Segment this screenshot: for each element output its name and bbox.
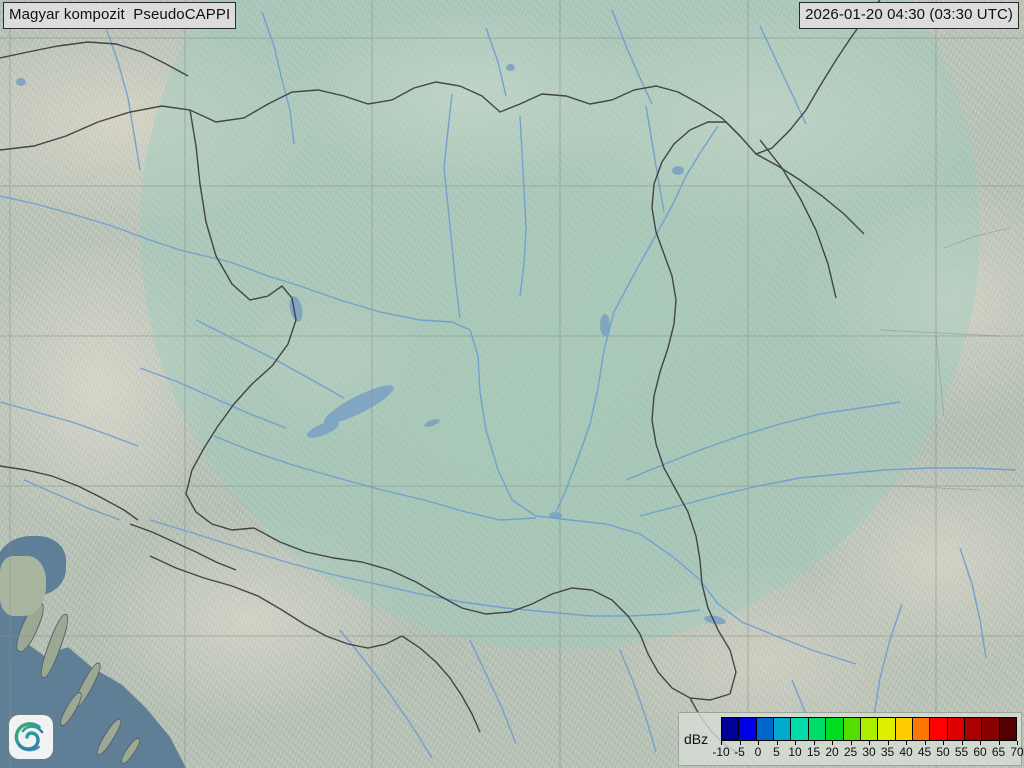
color-swatch--5 [739, 718, 757, 740]
legend-tick-label: 30 [862, 745, 876, 759]
legend-tick [776, 741, 778, 745]
legend-tick-label: 45 [917, 745, 932, 759]
legend-tick [943, 741, 944, 745]
legend-tick [998, 741, 1000, 745]
color-swatch--10 [722, 718, 740, 740]
color-swatch-20 [826, 718, 844, 740]
color-swatch-35 [878, 718, 896, 740]
lake-danube-bend [549, 512, 562, 519]
river-lines [0, 9, 1017, 759]
lake-northwest [16, 78, 26, 86]
spiral-icon [14, 722, 44, 752]
legend-tick-label: 50 [936, 745, 950, 759]
page-title: Magyar kompozit PseudoCAPPI [3, 2, 237, 29]
legend-tick-label: 55 [954, 745, 969, 759]
legend-tick [1017, 741, 1018, 745]
legend-tick [795, 741, 796, 745]
legend-tick-label: 10 [788, 745, 802, 759]
color-swatch-0 [756, 718, 775, 740]
legend-unit-label: dBz [684, 731, 709, 747]
color-swatch-5 [774, 718, 792, 740]
legend-tick [980, 741, 981, 745]
legend-tick-label: 40 [899, 745, 913, 759]
color-swatch-25 [843, 718, 861, 740]
legend-tick [739, 741, 741, 745]
legend-tick-label: 65 [991, 745, 1006, 759]
legend-tick [721, 741, 722, 745]
legend-tick [832, 741, 833, 745]
lake-zemplen [672, 166, 684, 175]
color-swatch-40 [895, 718, 913, 740]
dbz-legend: dBz -10 -5 0 5 10 15 20 25 30 35 40 45 50 55 60 65 70 [678, 712, 1024, 766]
legend-tick-label: 15 [806, 745, 821, 759]
color-swatch-70 [999, 718, 1017, 740]
color-swatch-30 [860, 718, 879, 740]
spiral-logo[interactable] [9, 715, 53, 759]
legend-tick-label: 20 [825, 745, 839, 759]
color-swatch-60 [965, 718, 983, 740]
legend-tick-label: 70 [1010, 745, 1024, 759]
legend-tick [758, 741, 759, 745]
color-swatch-45 [912, 718, 931, 740]
legend-tick [924, 741, 926, 745]
legend-tick [887, 741, 889, 745]
legend-tick-label: 35 [880, 745, 895, 759]
color-swatch-15 [808, 718, 827, 740]
color-swatch-65 [982, 718, 1000, 740]
color-swatch-10 [791, 718, 809, 740]
istria-peninsula [0, 556, 46, 616]
color-ramp [721, 717, 1017, 741]
country-border-lines [0, 0, 881, 757]
color-swatch-55 [947, 718, 966, 740]
legend-tick [906, 741, 907, 745]
legend-tick [869, 741, 870, 745]
admin-boundary-lines [860, 227, 1011, 491]
legend-tick [850, 741, 852, 745]
timestamp-label: 2026-01-20 04:30 (03:30 UTC) [799, 2, 1019, 29]
color-swatch-50 [930, 718, 948, 740]
lake-north-slovakia [506, 64, 515, 71]
legend-tick-label: -10 [712, 745, 730, 759]
legend-ticks: -10 -5 0 5 10 15 20 25 30 35 40 45 50 55 60 65 70 [712, 741, 1024, 763]
legend-tick [961, 741, 963, 745]
legend-tick-label: 60 [973, 745, 987, 759]
legend-tick [813, 741, 815, 745]
legend-tick-label: 5 [773, 745, 780, 759]
legend-tick-label: 0 [754, 745, 762, 759]
legend-tick-label: 25 [843, 745, 858, 759]
lake-tisza [600, 314, 610, 336]
legend-tick-label: -5 [734, 745, 745, 759]
